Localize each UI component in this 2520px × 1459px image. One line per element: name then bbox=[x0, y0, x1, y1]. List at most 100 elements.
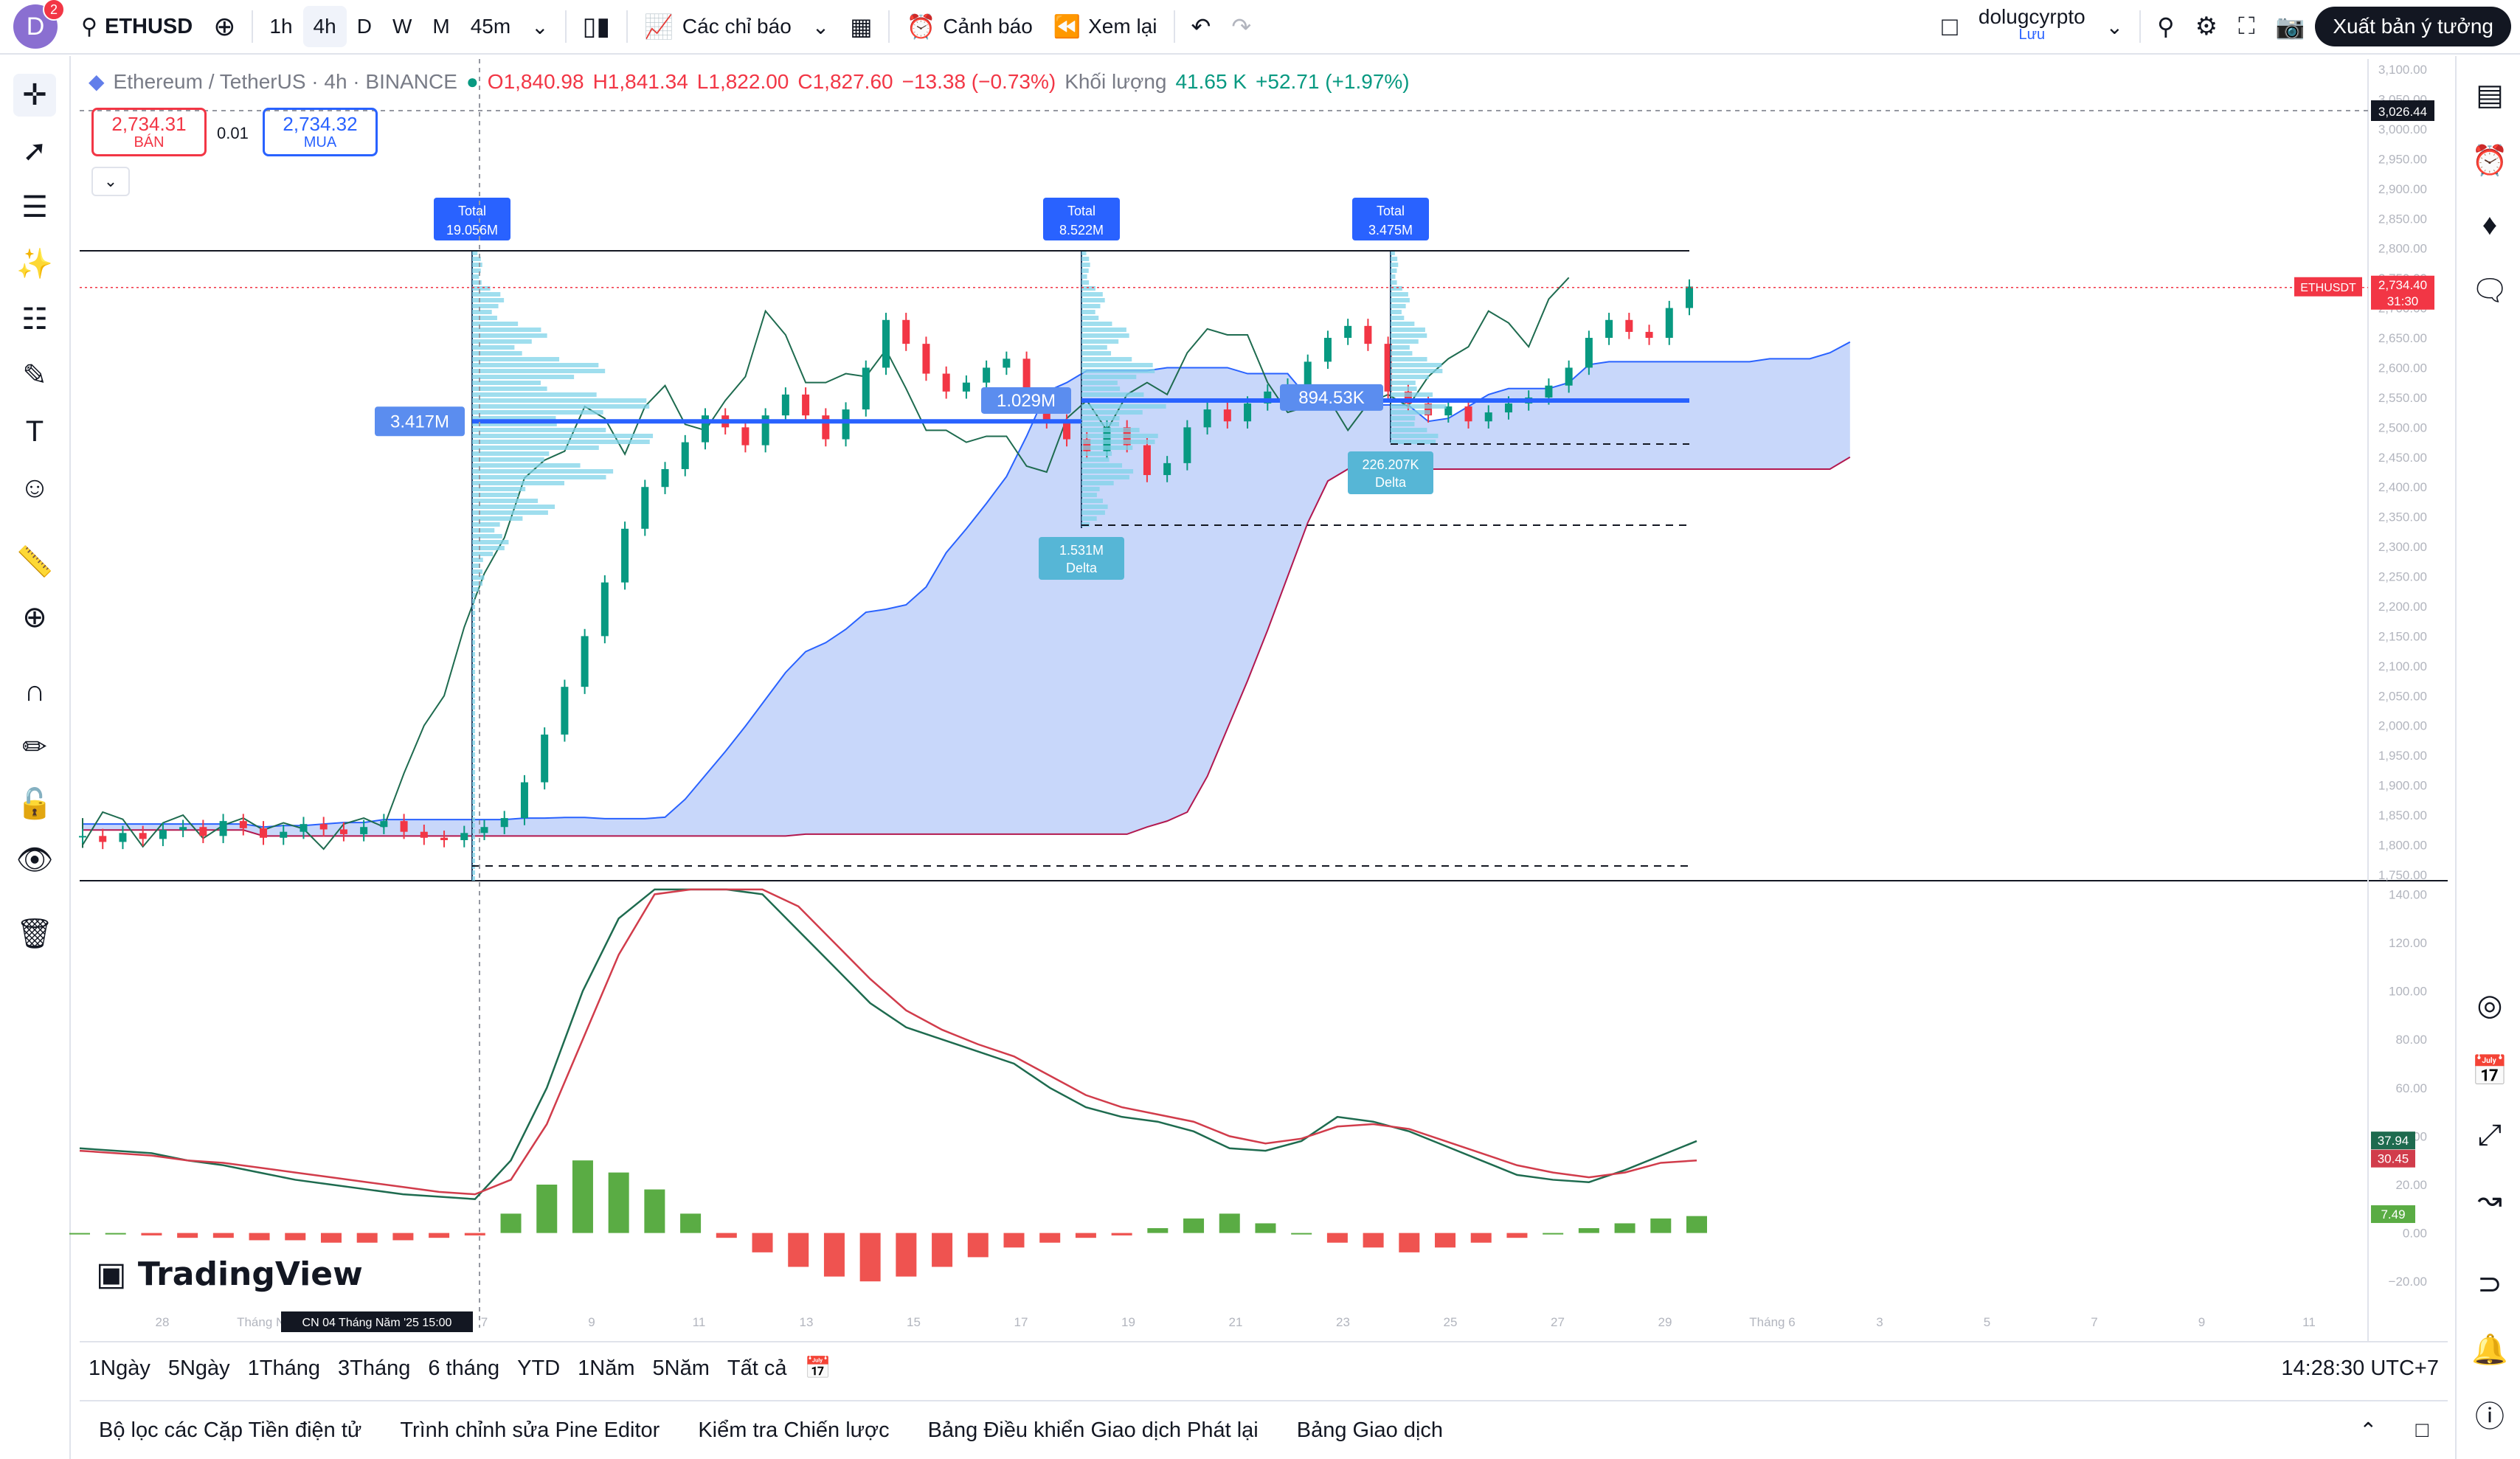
indicators-dropdown[interactable]: ⌄ bbox=[802, 6, 840, 47]
fib-icon: ☰ bbox=[21, 191, 48, 223]
alerts-panel-button[interactable]: ⏰ bbox=[2468, 139, 2511, 181]
buy-button[interactable]: 2,734.32 MUA bbox=[263, 108, 378, 156]
notifications-button[interactable]: 🔔 bbox=[2468, 1328, 2511, 1370]
tab-replay-trading[interactable]: Bảng Điều khiển Giao dịch Phát lại bbox=[927, 1418, 1259, 1442]
stay-drawing-tool[interactable]: ✏ bbox=[13, 726, 56, 769]
trendline-tool[interactable]: ➚ bbox=[13, 130, 56, 173]
tab-trading-panel[interactable]: Bảng Giao dịch bbox=[1296, 1418, 1444, 1442]
pine-scripts-button[interactable]: ↝ bbox=[2468, 1179, 2511, 1221]
prediction-tool[interactable]: ☷ bbox=[13, 298, 56, 341]
hotlists-button[interactable]: ◎ bbox=[2468, 984, 2511, 1027]
measure-tool[interactable]: 📏 bbox=[13, 540, 56, 583]
range-all[interactable]: Tất cả bbox=[727, 1356, 787, 1380]
ideas-stream-button[interactable]: ⤢ bbox=[2468, 1114, 2511, 1157]
osc-histogram-bar bbox=[644, 1189, 665, 1233]
legend-title[interactable]: Ethereum / TetherUS · 4h · BINANCE bbox=[113, 69, 457, 93]
candle-body bbox=[280, 831, 288, 838]
pattern-tool[interactable]: ✨ bbox=[13, 242, 56, 285]
icon-tool[interactable]: ☺ bbox=[13, 466, 56, 509]
timeframe-1h[interactable]: 1h bbox=[269, 15, 293, 38]
profile-bar bbox=[472, 805, 475, 810]
layout-dropdown[interactable]: ⌄ bbox=[2096, 6, 2133, 47]
brush-tool[interactable]: ✎ bbox=[13, 354, 56, 397]
lock-drawings-tool[interactable]: 🔓 bbox=[13, 782, 56, 825]
tab-pine-editor[interactable]: Trình chỉnh sửa Pine Editor bbox=[400, 1418, 660, 1442]
layout-name[interactable]: dolugcyrpto Lưu bbox=[1968, 6, 2096, 47]
price-chart[interactable]: 3,100.003,050.003,000.002,950.002,900.00… bbox=[0, 0, 2520, 1342]
undo-button[interactable]: ↶ bbox=[1181, 6, 1222, 47]
settings-button[interactable]: ⚙ bbox=[2185, 6, 2228, 47]
redo-button[interactable]: ↷ bbox=[1221, 6, 1261, 47]
maximize-panel-button[interactable]: □ bbox=[2396, 1418, 2448, 1443]
zoom-tool[interactable]: ⊕ bbox=[13, 596, 56, 639]
layout-toggle[interactable]: □ bbox=[1931, 6, 1968, 47]
legend-open: O1,840.98 bbox=[487, 69, 584, 93]
price-axis-label: 3,100.00 bbox=[2378, 63, 2427, 77]
time-axis-label: 9 bbox=[588, 1315, 595, 1329]
object-tree-button[interactable]: ♦ bbox=[2468, 204, 2511, 246]
tradingview-logo: ▣ TradingView bbox=[96, 1255, 363, 1293]
chats-button[interactable]: 🗨 bbox=[2468, 268, 2511, 311]
profile-bar bbox=[472, 741, 475, 745]
calendar-button[interactable]: 📅 bbox=[2468, 1049, 2511, 1092]
watchlist-button[interactable]: ▤ bbox=[2468, 74, 2511, 117]
text-tool[interactable]: T bbox=[13, 410, 56, 453]
indicators-button[interactable]: 📈 Các chỉ báo bbox=[634, 6, 802, 47]
tab-crypto-screener[interactable]: Bộ lọc các Cặp Tiền điện tử bbox=[99, 1418, 362, 1442]
timeframe-m[interactable]: M bbox=[432, 15, 450, 38]
compare-add-button[interactable]: ⊕ bbox=[203, 6, 246, 47]
chart-type-button[interactable]: ▯▮ bbox=[572, 6, 620, 47]
layouts-button[interactable]: ▦ bbox=[840, 6, 882, 47]
collapse-panel-button[interactable]: ⌃ bbox=[2340, 1418, 2396, 1444]
legend-low: L1,822.00 bbox=[696, 69, 789, 93]
profile-bar bbox=[472, 847, 475, 851]
candle-body bbox=[1464, 406, 1472, 422]
sell-price: 2,734.31 bbox=[111, 112, 187, 135]
replay-button[interactable]: ⏪ Xem lại bbox=[1043, 6, 1168, 47]
separator bbox=[252, 10, 254, 43]
user-avatar[interactable]: D 2 bbox=[13, 0, 65, 49]
time-axis-label: 11 bbox=[2302, 1315, 2316, 1329]
candle-body bbox=[1323, 338, 1332, 362]
timeframe-d[interactable]: D bbox=[356, 15, 372, 38]
help-button[interactable]: ⓘ bbox=[2468, 1393, 2511, 1435]
profile-bar bbox=[1081, 292, 1103, 297]
range-1y[interactable]: 1Năm bbox=[578, 1356, 635, 1380]
fib-tool[interactable]: ☰ bbox=[13, 186, 56, 229]
profile-bar bbox=[1081, 351, 1112, 356]
tab-strategy-tester[interactable]: Kiểm tra Chiến lược bbox=[698, 1418, 890, 1442]
fullscreen-button[interactable]: ⛶ bbox=[2228, 6, 2265, 47]
crosshair-tool[interactable]: ✛ bbox=[13, 74, 56, 117]
quick-search-button[interactable]: ⚲ bbox=[2147, 6, 2184, 47]
range-1m[interactable]: 1Tháng bbox=[247, 1356, 321, 1380]
legend-collapse-button[interactable]: ⌄ bbox=[91, 167, 130, 196]
news-stream-button[interactable]: ⊃ bbox=[2468, 1263, 2511, 1306]
profile-bar bbox=[472, 257, 481, 261]
hide-drawings-tool[interactable]: 👁 bbox=[13, 838, 56, 881]
range-5d[interactable]: 5Ngày bbox=[167, 1356, 230, 1380]
clock[interactable]: 14:28:30 UTC+7 bbox=[2281, 1356, 2439, 1380]
candle-body bbox=[1565, 367, 1573, 386]
remove-drawings-tool[interactable]: 🗑 bbox=[13, 912, 56, 954]
timeframe-4h[interactable]: 4h bbox=[302, 6, 347, 47]
snapshot-button[interactable]: 📷 bbox=[2265, 6, 2315, 47]
profile-bar bbox=[472, 776, 475, 780]
osc-histogram-bar bbox=[788, 1233, 809, 1267]
alert-button[interactable]: ⏰ Cảnh báo bbox=[896, 6, 1042, 47]
range-5y[interactable]: 5Năm bbox=[652, 1356, 710, 1380]
range-1d[interactable]: 1Ngày bbox=[89, 1356, 150, 1380]
goto-date-button[interactable]: 📅 bbox=[795, 1356, 840, 1381]
search-icon: ⚲ bbox=[2157, 13, 2175, 40]
magnet-tool[interactable]: ∩ bbox=[13, 670, 56, 713]
profile-bar bbox=[472, 829, 475, 834]
range-6m[interactable]: 6 tháng bbox=[428, 1356, 500, 1380]
publish-idea-button[interactable]: Xuất bản ý tưởng bbox=[2315, 7, 2511, 46]
timeframe-dropdown[interactable]: ⌄ bbox=[521, 6, 558, 47]
timeframe-w[interactable]: W bbox=[392, 15, 412, 38]
sell-button[interactable]: 2,734.31 BÁN bbox=[91, 108, 207, 156]
range-3m[interactable]: 3Tháng bbox=[338, 1356, 411, 1380]
profile-bar bbox=[472, 387, 547, 391]
timeframe-45m[interactable]: 45m bbox=[470, 15, 511, 38]
symbol-search[interactable]: ⚲ ETHUSD bbox=[71, 6, 203, 47]
range-ytd[interactable]: YTD bbox=[517, 1356, 561, 1380]
